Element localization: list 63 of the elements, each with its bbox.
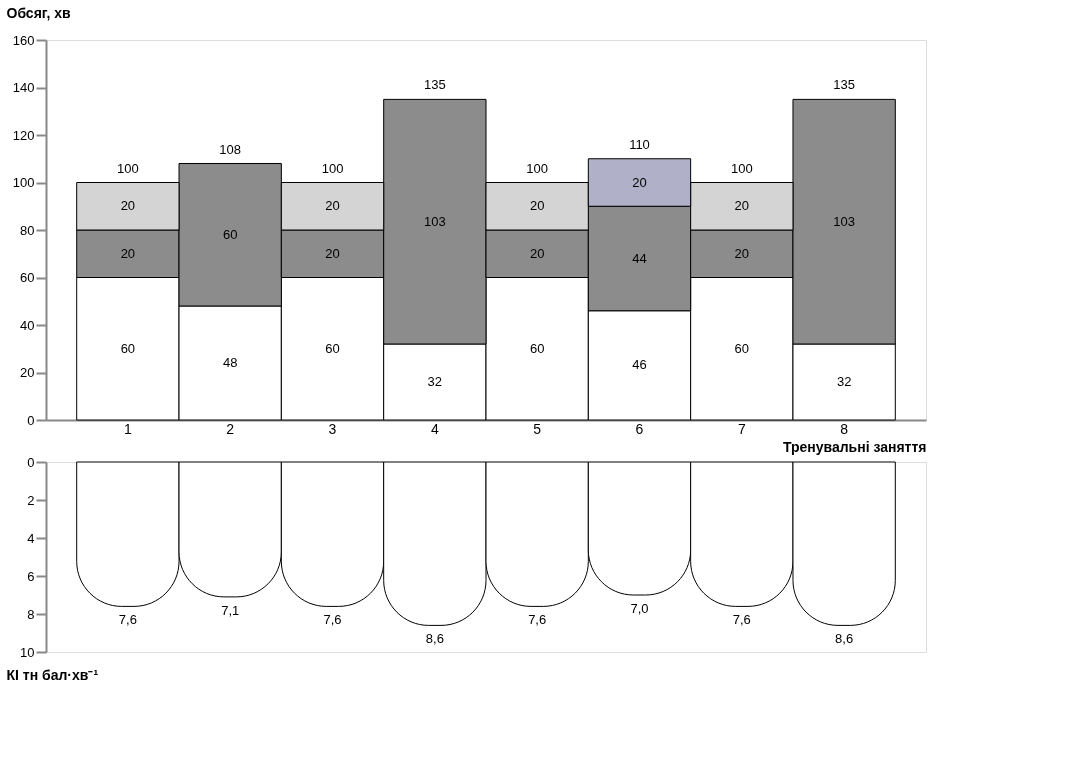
total-label: 100 xyxy=(526,160,549,176)
y-tick-label: 40 xyxy=(20,317,35,333)
total-label: 135 xyxy=(423,77,446,93)
x-tick-label: 8 xyxy=(840,420,849,437)
data-label: 20 xyxy=(734,245,750,261)
data-label: 103 xyxy=(423,213,446,229)
data-label: 60 xyxy=(325,340,340,356)
data-label: 20 xyxy=(325,245,340,261)
x-tick-label: 2 xyxy=(226,420,235,437)
y-axis-title: Обсяг, хв xyxy=(6,4,71,21)
y-tick-label: 6 xyxy=(27,568,35,584)
total-label: 100 xyxy=(321,160,344,176)
text: 7,6 xyxy=(528,612,547,628)
data-label: 20 xyxy=(529,245,545,261)
y-axis-title: КІ тн бал·хв⁻¹ xyxy=(6,666,99,683)
x-tick-label: 1 xyxy=(123,420,132,437)
data-label: 20 xyxy=(325,198,340,214)
y-tick-label: 60 xyxy=(20,270,35,285)
y-tick-label: 4 xyxy=(27,530,35,546)
data-label: 32 xyxy=(427,374,443,389)
text: 8,6 xyxy=(425,631,444,647)
text: 7,1 xyxy=(221,602,240,618)
y-tick-label: 160 xyxy=(12,32,35,48)
data-label: 48 xyxy=(222,355,238,370)
y-tick-label: 0 xyxy=(27,412,35,428)
data-label: 20 xyxy=(734,198,750,214)
y-tick-label: 140 xyxy=(12,80,35,95)
data-label: 44 xyxy=(632,250,647,266)
y-tick-label: 8 xyxy=(27,606,35,622)
x-tick-label: 6 xyxy=(635,420,644,437)
text: 8,6 xyxy=(835,631,854,647)
text: 7,6 xyxy=(732,612,751,628)
total-label: 110 xyxy=(629,136,650,152)
text: 7,6 xyxy=(118,612,137,628)
data-label: 60 xyxy=(120,340,136,356)
x-tick-label: 5 xyxy=(533,420,542,437)
text: 7,6 xyxy=(323,612,342,628)
total-label: 100 xyxy=(117,160,139,176)
x-axis-title: Тренувальні заняття xyxy=(782,438,927,455)
data-label: 20 xyxy=(120,198,136,214)
total-label: 100 xyxy=(730,160,753,176)
data-label: 60 xyxy=(734,340,750,356)
data-label: 60 xyxy=(529,340,545,356)
x-tick-label: 4 xyxy=(430,420,439,437)
y-tick-label: 80 xyxy=(20,222,35,238)
data-label: 20 xyxy=(120,245,136,261)
y-tick-label: 100 xyxy=(12,175,35,190)
y-tick-label: 0 xyxy=(27,454,35,470)
text: 7,0 xyxy=(630,601,649,616)
y-tick-label: 10 xyxy=(20,644,35,660)
x-tick-label: 3 xyxy=(328,420,337,437)
y-tick-label: 120 xyxy=(12,127,35,143)
y-tick-label: 2 xyxy=(27,492,35,508)
data-label: 20 xyxy=(632,174,647,190)
data-label: 32 xyxy=(836,374,852,389)
data-label: 46 xyxy=(632,357,647,373)
y-tick-label: 20 xyxy=(20,365,35,380)
total-label: 108 xyxy=(219,141,242,157)
x-tick-label: 7 xyxy=(737,420,746,437)
data-label: 60 xyxy=(222,226,238,242)
data-label: 20 xyxy=(529,198,545,214)
data-label: 103 xyxy=(833,213,855,229)
total-label: 135 xyxy=(833,77,855,93)
